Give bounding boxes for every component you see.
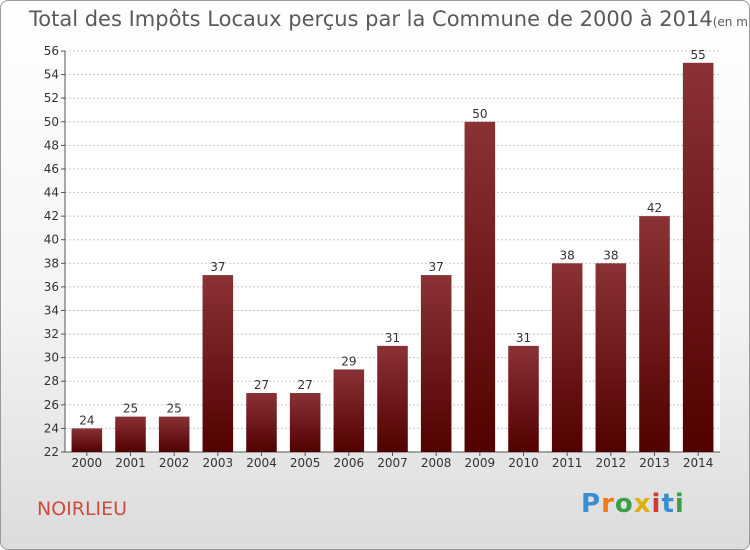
logo-letter: i [674, 489, 685, 519]
bar-value-label: 24 [79, 413, 94, 427]
y-tick-label: 54 [44, 68, 59, 82]
bar-value-label: 25 [123, 402, 138, 416]
bar [333, 369, 365, 452]
bar-value-label: 31 [385, 331, 400, 345]
x-tick-label: 2011 [552, 456, 583, 470]
y-tick-label: 24 [44, 421, 59, 435]
y-tick-label: 48 [44, 138, 59, 152]
x-tick-label: 2010 [508, 456, 539, 470]
x-tick-label: 2005 [290, 456, 321, 470]
bar-value-label: 42 [647, 201, 662, 215]
bar [115, 416, 146, 452]
x-tick-label: 2004 [246, 456, 277, 470]
bar [71, 428, 103, 452]
y-tick-label: 34 [44, 303, 59, 317]
bar [289, 393, 321, 452]
bar-value-label: 55 [691, 48, 706, 62]
x-tick-label: 2002 [159, 456, 190, 470]
bar-value-label: 29 [341, 354, 356, 368]
bar [377, 345, 408, 452]
proxiti-logo: Proxiti [581, 489, 685, 519]
y-tick-label: 26 [44, 398, 59, 412]
bar [508, 345, 539, 452]
y-tick-label: 52 [44, 91, 59, 105]
y-tick-label: 32 [44, 327, 59, 341]
bar [464, 121, 496, 452]
bar [202, 275, 234, 452]
y-tick-label: 46 [44, 162, 59, 176]
y-tick-label: 36 [44, 280, 59, 294]
y-tick-label: 44 [44, 186, 59, 200]
bar-value-label: 37 [210, 260, 225, 274]
bar-value-label: 38 [560, 248, 575, 262]
logo-letter: o [614, 489, 634, 519]
y-tick-label: 30 [44, 351, 59, 365]
logo-letter: i [651, 489, 662, 519]
commune-name: NOIRLIEU [37, 498, 128, 520]
x-tick-label: 2000 [72, 456, 103, 470]
x-tick-label: 2012 [596, 456, 627, 470]
bar [551, 263, 583, 452]
logo-letter: t [661, 489, 675, 519]
y-tick-label: 28 [44, 374, 59, 388]
bar-value-label: 31 [516, 331, 531, 345]
bar [639, 216, 670, 452]
x-tick-label: 2007 [377, 456, 408, 470]
y-tick-label: 40 [44, 233, 59, 247]
title-text: Total des Impôts Locaux perçus par la Co… [29, 7, 713, 31]
x-tick-label: 2001 [115, 456, 146, 470]
y-tick-label: 38 [44, 256, 59, 270]
y-tick-label: 50 [44, 115, 59, 129]
bar [158, 416, 190, 452]
logo-letter: x [633, 489, 652, 519]
bar [246, 393, 277, 452]
x-tick-label: 2013 [639, 456, 670, 470]
x-tick-label: 2006 [334, 456, 365, 470]
y-tick-label: 42 [44, 209, 59, 223]
chart-title: Total des Impôts Locaux perçus par la Co… [29, 7, 750, 31]
bar [420, 275, 452, 452]
bar-value-label: 37 [429, 260, 444, 274]
y-tick-label: 56 [44, 44, 59, 58]
bar-value-label: 25 [167, 402, 182, 416]
logo-letter: P [581, 489, 602, 519]
bar-value-label: 38 [603, 248, 618, 262]
bar-value-label: 27 [254, 378, 269, 392]
bar-value-label: 50 [472, 107, 487, 121]
x-tick-label: 2009 [465, 456, 496, 470]
logo-letter: r [601, 489, 615, 519]
y-tick-label: 22 [44, 445, 59, 459]
x-tick-label: 2003 [203, 456, 234, 470]
x-tick-label: 2014 [683, 456, 714, 470]
bar [595, 263, 627, 452]
title-unit: (en milliers d'€) [712, 15, 750, 29]
x-tick-label: 2008 [421, 456, 452, 470]
bar [682, 62, 714, 452]
bar-value-label: 27 [298, 378, 313, 392]
